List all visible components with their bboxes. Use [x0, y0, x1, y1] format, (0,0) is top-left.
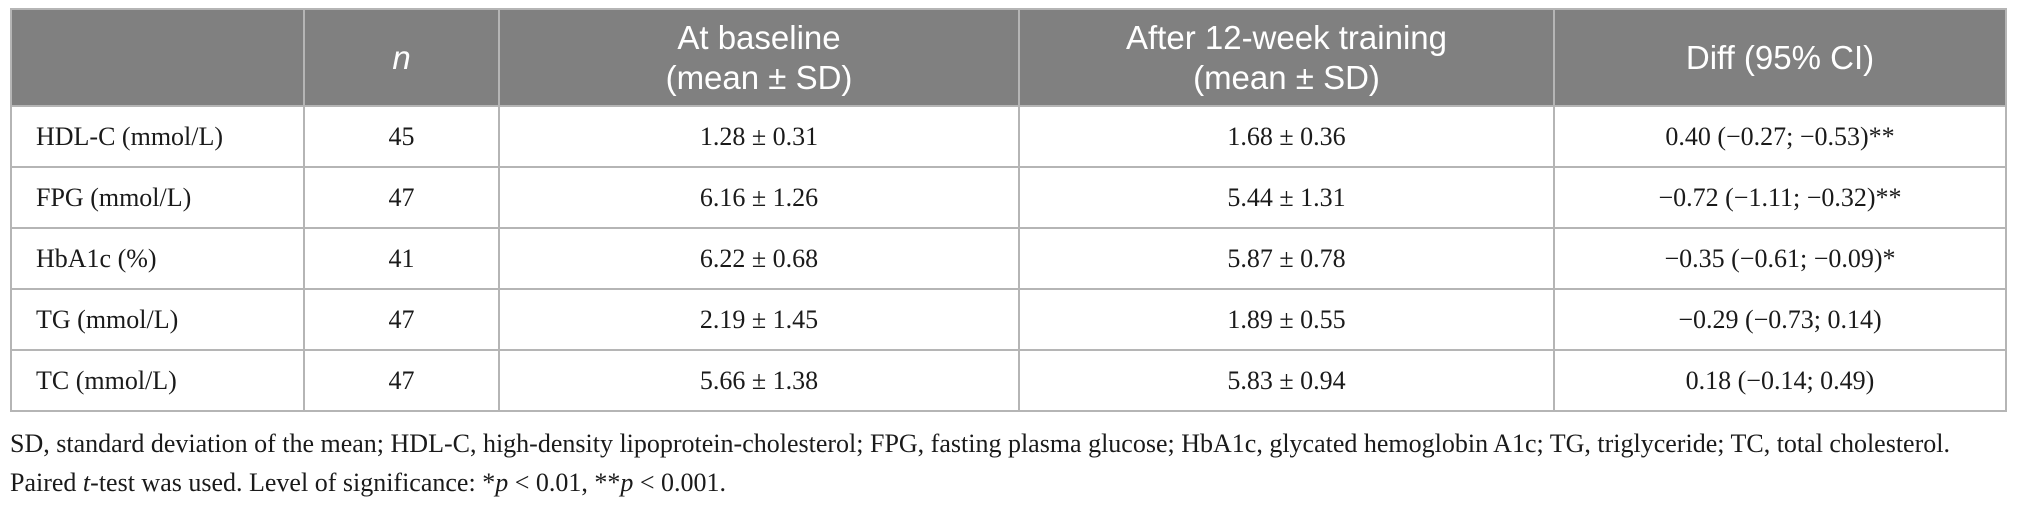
header-n: n: [303, 8, 500, 107]
footnote-significance: Paired t-test was used. Level of signifi…: [10, 463, 2005, 502]
cell-baseline: 6.16 ± 1.26: [498, 166, 1020, 229]
cell-baseline: 1.28 ± 0.31: [498, 105, 1020, 168]
footnote-text: Paired: [10, 468, 83, 497]
cell-baseline: 5.66 ± 1.38: [498, 349, 1020, 412]
table-header: n At baseline (mean ± SD) After 12-week …: [10, 8, 2007, 107]
header-after-line1: After 12-week training: [1126, 18, 1447, 56]
table-row: FPG (mmol/L) 47 6.16 ± 1.26 5.44 ± 1.31 …: [10, 166, 2007, 229]
header-baseline-line1: At baseline: [677, 18, 841, 56]
footnote-t-italic: t: [82, 468, 91, 497]
cell-diff: 0.40 (−0.27; −0.53)**: [1553, 105, 2007, 168]
cell-baseline: 6.22 ± 0.68: [498, 227, 1020, 290]
cell-after: 5.87 ± 0.78: [1018, 227, 1555, 290]
cell-after: 1.68 ± 0.36: [1018, 105, 1555, 168]
data-table: n At baseline (mean ± SD) After 12-week …: [10, 8, 2007, 412]
cell-diff: −0.35 (−0.61; −0.09)*: [1553, 227, 2007, 290]
cell-after: 5.44 ± 1.31: [1018, 166, 1555, 229]
footnote-text: < 0.001.: [633, 468, 727, 497]
cell-diff: 0.18 (−0.14; 0.49): [1553, 349, 2007, 412]
header-after: After 12-week training (mean ± SD): [1018, 8, 1555, 107]
header-diff: Diff (95% CI): [1553, 8, 2007, 107]
table-container: n At baseline (mean ± SD) After 12-week …: [10, 8, 2007, 502]
header-baseline-line2: (mean ± SD): [665, 58, 853, 96]
footnote-p-italic: p: [495, 468, 509, 497]
table-row: HDL-C (mmol/L) 45 1.28 ± 0.31 1.68 ± 0.3…: [10, 105, 2007, 168]
header-baseline: At baseline (mean ± SD): [498, 8, 1020, 107]
cell-after: 1.89 ± 0.55: [1018, 288, 1555, 351]
footnote-p-italic: p: [620, 468, 634, 497]
header-row: n At baseline (mean ± SD) After 12-week …: [10, 8, 2007, 107]
header-after-line2: (mean ± SD): [1193, 58, 1380, 96]
cell-n: 45: [303, 105, 500, 168]
cell-n: 47: [303, 288, 500, 351]
table-row: TG (mmol/L) 47 2.19 ± 1.45 1.89 ± 0.55 −…: [10, 288, 2007, 351]
cell-n: 41: [303, 227, 500, 290]
cell-n: 47: [303, 166, 500, 229]
table-footnote: SD, standard deviation of the mean; HDL-…: [10, 424, 2005, 502]
cell-diff: −0.72 (−1.11; −0.32)**: [1553, 166, 2007, 229]
footnote-abbreviations: SD, standard deviation of the mean; HDL-…: [10, 429, 1950, 458]
row-label: FPG (mmol/L): [10, 166, 305, 229]
row-label: HDL-C (mmol/L): [10, 105, 305, 168]
row-label: HbA1c (%): [10, 227, 305, 290]
cell-baseline: 2.19 ± 1.45: [498, 288, 1020, 351]
row-label: TC (mmol/L): [10, 349, 305, 412]
table-row: TC (mmol/L) 47 5.66 ± 1.38 5.83 ± 0.94 0…: [10, 349, 2007, 412]
row-label: TG (mmol/L): [10, 288, 305, 351]
footnote-text: -test was used. Level of significance: *: [90, 468, 496, 497]
footnote-text: < 0.01, **: [508, 468, 621, 497]
table-body: HDL-C (mmol/L) 45 1.28 ± 0.31 1.68 ± 0.3…: [10, 105, 2007, 412]
header-label: [10, 8, 305, 107]
table-row: HbA1c (%) 41 6.22 ± 0.68 5.87 ± 0.78 −0.…: [10, 227, 2007, 290]
cell-diff: −0.29 (−0.73; 0.14): [1553, 288, 2007, 351]
cell-n: 47: [303, 349, 500, 412]
cell-after: 5.83 ± 0.94: [1018, 349, 1555, 412]
